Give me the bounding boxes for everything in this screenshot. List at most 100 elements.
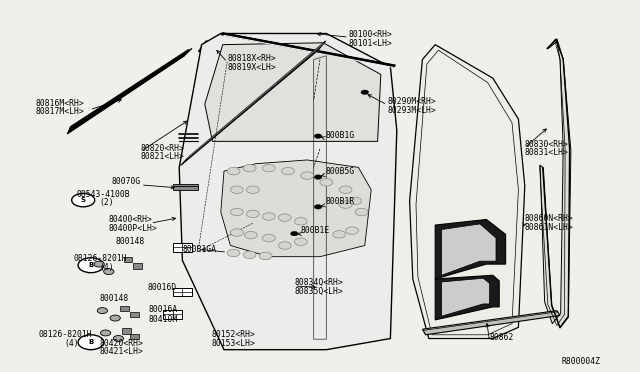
Circle shape — [227, 167, 240, 175]
Polygon shape — [130, 334, 139, 339]
Circle shape — [314, 175, 322, 179]
Polygon shape — [180, 41, 326, 166]
Circle shape — [243, 164, 256, 172]
Circle shape — [94, 261, 104, 267]
Circle shape — [320, 179, 333, 186]
Circle shape — [355, 208, 368, 216]
Circle shape — [333, 231, 346, 238]
Text: 80016D: 80016D — [147, 283, 177, 292]
Text: 80400P<LH>: 80400P<LH> — [109, 224, 157, 232]
Circle shape — [246, 186, 259, 193]
Text: 800B1E: 800B1E — [301, 226, 330, 235]
Text: 80293M<LH>: 80293M<LH> — [387, 106, 436, 115]
Polygon shape — [179, 33, 397, 350]
Polygon shape — [410, 45, 525, 339]
Polygon shape — [163, 310, 182, 319]
Text: S: S — [81, 197, 86, 203]
Text: 800B5G: 800B5G — [325, 167, 355, 176]
Circle shape — [294, 238, 307, 246]
Text: 80818X<RH>: 80818X<RH> — [227, 54, 276, 63]
Circle shape — [244, 231, 257, 239]
Text: 80817M<LH>: 80817M<LH> — [35, 108, 84, 116]
Text: (4): (4) — [99, 263, 114, 272]
Polygon shape — [67, 49, 189, 134]
Polygon shape — [173, 243, 192, 252]
Circle shape — [262, 213, 275, 220]
Text: 08126-8201H: 08126-8201H — [74, 254, 127, 263]
Circle shape — [72, 193, 95, 207]
Polygon shape — [173, 184, 198, 188]
Polygon shape — [122, 328, 131, 334]
Text: 80152<RH>: 80152<RH> — [211, 330, 255, 339]
Circle shape — [78, 258, 104, 273]
Polygon shape — [435, 219, 506, 279]
Text: 800B1R: 800B1R — [325, 198, 355, 206]
Polygon shape — [173, 288, 192, 296]
Text: (2): (2) — [99, 198, 114, 207]
Circle shape — [230, 208, 243, 216]
Polygon shape — [540, 39, 571, 328]
Polygon shape — [221, 33, 396, 67]
Text: (4): (4) — [64, 339, 79, 348]
Text: 800B1GA: 800B1GA — [182, 245, 216, 254]
Polygon shape — [120, 306, 129, 311]
Text: B: B — [88, 339, 93, 345]
Polygon shape — [130, 312, 139, 317]
Circle shape — [278, 242, 291, 249]
Circle shape — [262, 164, 275, 172]
Text: 80830<RH>: 80830<RH> — [525, 140, 569, 149]
Circle shape — [314, 134, 322, 138]
Circle shape — [259, 252, 272, 260]
Circle shape — [282, 167, 294, 175]
Text: 800B1G: 800B1G — [325, 131, 355, 140]
Circle shape — [339, 201, 352, 208]
Text: 80101<LH>: 80101<LH> — [349, 39, 393, 48]
Circle shape — [291, 231, 298, 236]
Text: 80860N<RH>: 80860N<RH> — [525, 214, 573, 223]
Text: 80016A: 80016A — [148, 305, 178, 314]
Polygon shape — [67, 48, 192, 134]
Text: 80290M<RH>: 80290M<RH> — [387, 97, 436, 106]
Circle shape — [104, 269, 114, 275]
Text: 80100<RH>: 80100<RH> — [349, 30, 393, 39]
Circle shape — [346, 227, 358, 234]
Circle shape — [243, 251, 256, 259]
Text: 80862: 80862 — [490, 333, 514, 342]
Circle shape — [361, 90, 369, 94]
Circle shape — [113, 336, 124, 341]
Polygon shape — [221, 160, 371, 257]
Circle shape — [246, 210, 259, 218]
Polygon shape — [442, 278, 490, 316]
Circle shape — [230, 229, 243, 236]
Circle shape — [100, 330, 111, 336]
Text: 80816M<RH>: 80816M<RH> — [35, 99, 84, 108]
Text: B: B — [88, 262, 93, 268]
Text: 800148: 800148 — [99, 294, 129, 303]
Text: 08543-4100B: 08543-4100B — [77, 190, 131, 199]
Circle shape — [314, 205, 322, 209]
Circle shape — [110, 315, 120, 321]
Text: 80421<LH>: 80421<LH> — [99, 347, 143, 356]
Text: 08126-8201H: 08126-8201H — [38, 330, 92, 339]
Polygon shape — [205, 43, 381, 141]
Text: 80831<LH>: 80831<LH> — [525, 148, 569, 157]
Polygon shape — [198, 41, 219, 54]
Circle shape — [301, 172, 314, 179]
Text: 80410M: 80410M — [148, 315, 178, 324]
Text: 800148: 800148 — [115, 237, 145, 246]
Text: 80070G: 80070G — [112, 177, 141, 186]
Polygon shape — [422, 311, 560, 335]
Circle shape — [230, 186, 243, 193]
Circle shape — [339, 186, 352, 193]
Polygon shape — [442, 224, 496, 275]
Polygon shape — [133, 263, 142, 269]
Text: 80420<RH>: 80420<RH> — [99, 339, 143, 348]
Text: 80821<LH>: 80821<LH> — [141, 152, 185, 161]
Circle shape — [278, 214, 291, 221]
Circle shape — [349, 197, 362, 205]
Circle shape — [294, 218, 307, 225]
Polygon shape — [200, 42, 218, 54]
Text: 80819X<LH>: 80819X<LH> — [227, 63, 276, 72]
Polygon shape — [173, 186, 198, 190]
Text: 80153<LH>: 80153<LH> — [211, 339, 255, 348]
